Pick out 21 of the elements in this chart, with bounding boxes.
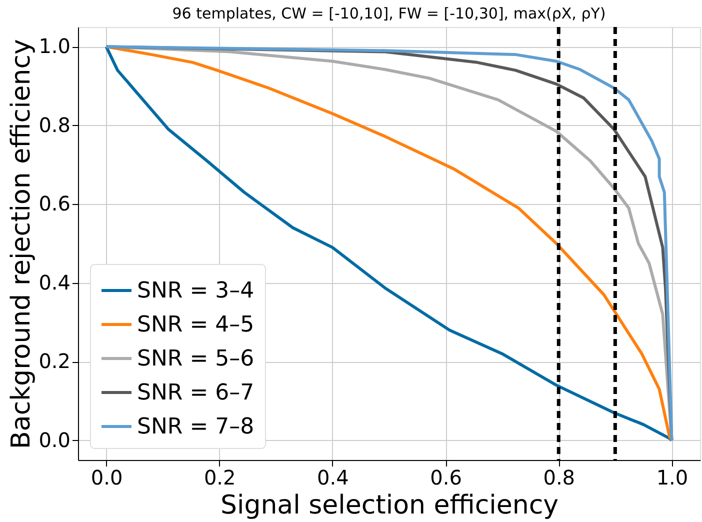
y-tick-label: 0.4 [38, 270, 70, 294]
y-axis-title: Background rejection efficiency [6, 39, 37, 449]
legend-label: SNR = 5–6 [137, 346, 254, 372]
x-axis-title: Signal selection efficiency [220, 490, 559, 520]
legend-label: SNR = 7–8 [137, 414, 254, 440]
y-tick-label: 0.2 [38, 349, 70, 374]
x-tick-label: 0.2 [204, 466, 236, 490]
x-tick-label: 0.0 [90, 466, 123, 490]
x-tick-label: 1.0 [656, 466, 688, 490]
y-tick-label: 0.0 [38, 428, 70, 452]
legend-label: SNR = 6–7 [137, 380, 254, 406]
x-tick-label: 0.8 [543, 466, 576, 490]
x-tick-label: 0.4 [317, 466, 349, 490]
y-tick-label: 1.0 [38, 34, 70, 58]
legend-label: SNR = 3–4 [137, 278, 254, 304]
chart-title: 96 templates, CW = [-10,10], FW = [-10,30], max(ρX, ρY) [172, 4, 606, 22]
legend-label: SNR = 4–5 [137, 312, 254, 338]
x-tick-label: 0.6 [430, 466, 462, 490]
y-tick-label: 0.8 [38, 112, 70, 137]
line-series [104, 45, 674, 442]
y-tick-label: 0.6 [38, 192, 70, 216]
